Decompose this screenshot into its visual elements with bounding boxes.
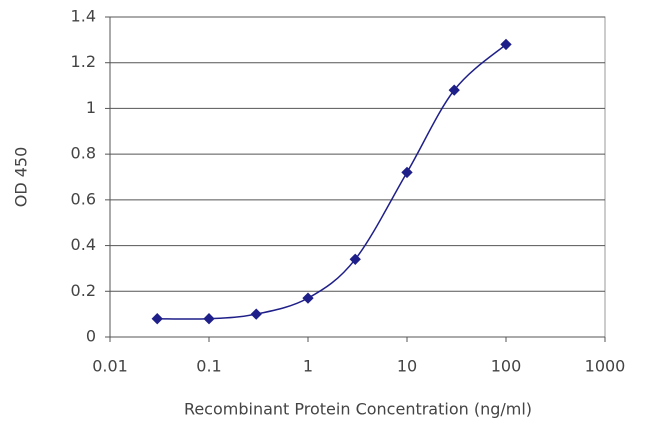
- point: [401, 166, 413, 179]
- y-tick-label: 0.8: [71, 144, 96, 163]
- point: [203, 313, 215, 325]
- x-tick-label: 1: [303, 357, 313, 376]
- y-tick-label: 0.6: [71, 189, 96, 208]
- fit-curve: [157, 43, 507, 320]
- y-tick-label: 1.2: [71, 52, 96, 71]
- point: [151, 313, 163, 325]
- y-tick-label: 0.4: [71, 235, 96, 254]
- y-tick-label: 0: [86, 327, 96, 346]
- point: [302, 292, 314, 304]
- y-axis-label: OD 450: [12, 147, 31, 208]
- x-axis-label: Recombinant Protein Concentration (ng/ml…: [184, 400, 532, 419]
- y-tick-label: 1: [86, 98, 96, 117]
- x-tick-label: 100: [491, 357, 522, 376]
- y-tick-label: 1.4: [71, 7, 96, 26]
- x-tick-label: 1000: [585, 357, 626, 376]
- plot-area: [109, 16, 606, 338]
- point: [500, 38, 512, 51]
- x-tick-label: 0.1: [196, 357, 221, 376]
- y-tick-label: 0.2: [71, 281, 96, 300]
- x-tick-label: 0.01: [92, 357, 128, 376]
- x-tick-label: 10: [397, 357, 417, 376]
